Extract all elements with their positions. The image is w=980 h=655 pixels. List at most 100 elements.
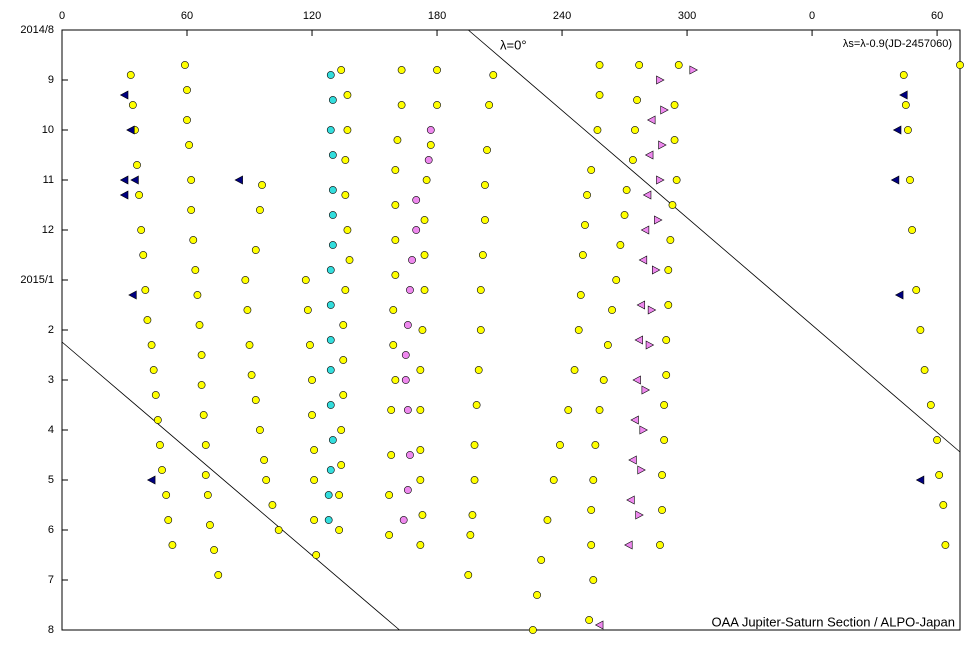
data-point xyxy=(168,541,177,549)
data-point xyxy=(251,396,260,404)
data-point xyxy=(616,241,625,249)
data-point xyxy=(474,366,483,374)
data-point xyxy=(256,206,264,214)
data-point xyxy=(594,620,604,630)
data-point xyxy=(603,341,612,349)
data-point xyxy=(578,251,587,259)
data-point xyxy=(391,236,400,244)
data-point xyxy=(912,286,921,294)
data-point xyxy=(403,486,412,494)
data-point xyxy=(119,190,129,200)
data-point xyxy=(654,215,663,225)
data-point xyxy=(599,376,608,384)
data-point xyxy=(587,166,596,174)
data-point xyxy=(574,326,583,334)
data-point xyxy=(668,201,677,209)
data-point xyxy=(564,406,573,414)
data-point xyxy=(156,441,164,449)
data-point xyxy=(933,436,941,444)
data-point xyxy=(908,226,916,234)
data-point xyxy=(585,616,594,624)
data-point xyxy=(308,376,316,384)
data-point xyxy=(137,226,146,234)
data-point xyxy=(915,475,925,485)
x-tick-label: 180 xyxy=(428,10,446,22)
data-point xyxy=(151,391,160,399)
data-point xyxy=(647,305,657,315)
data-point xyxy=(935,471,944,479)
data-point xyxy=(214,571,223,579)
data-point xyxy=(146,475,156,485)
formula-annotation: λs=λ-0.9(JD-2457060) xyxy=(843,38,952,50)
data-point xyxy=(899,71,908,79)
y-tick-label: 4 xyxy=(48,424,54,436)
data-point xyxy=(133,161,141,169)
data-point xyxy=(210,546,218,554)
data-point xyxy=(662,371,671,379)
data-point xyxy=(556,441,564,449)
data-point xyxy=(262,476,271,484)
data-point xyxy=(689,65,698,75)
data-point xyxy=(268,501,277,509)
data-point xyxy=(894,290,904,300)
data-point xyxy=(191,266,200,274)
data-point xyxy=(416,366,425,374)
data-point xyxy=(328,151,337,159)
reference-line xyxy=(468,29,961,453)
data-point xyxy=(670,101,679,109)
data-point xyxy=(343,126,352,134)
data-point xyxy=(489,71,498,79)
data-point xyxy=(341,286,350,294)
data-point xyxy=(197,381,206,389)
data-point xyxy=(403,406,412,414)
data-point xyxy=(468,511,477,519)
data-point xyxy=(622,186,631,194)
data-point xyxy=(901,101,910,109)
data-point xyxy=(420,216,429,224)
data-point xyxy=(181,61,189,69)
data-point xyxy=(335,491,344,499)
data-point xyxy=(126,125,135,135)
data-point xyxy=(153,416,162,424)
data-point xyxy=(656,541,664,549)
data-point xyxy=(412,196,421,204)
data-point xyxy=(412,226,421,234)
y-tick-label: 3 xyxy=(48,374,54,386)
data-point xyxy=(528,626,537,634)
data-point xyxy=(187,176,196,184)
data-point xyxy=(433,66,441,74)
data-point xyxy=(636,300,646,310)
data-point xyxy=(581,221,589,229)
data-point xyxy=(595,61,604,69)
data-point xyxy=(128,290,137,300)
data-point xyxy=(328,96,337,104)
data-point xyxy=(652,265,661,275)
data-point xyxy=(391,271,400,279)
x-tick-label: 0 xyxy=(809,10,815,22)
data-point xyxy=(664,266,673,274)
data-point xyxy=(339,391,348,399)
data-point xyxy=(587,506,596,514)
data-point xyxy=(470,441,479,449)
data-point xyxy=(612,276,621,284)
data-point xyxy=(328,186,337,194)
data-point xyxy=(326,266,335,274)
data-point xyxy=(424,156,433,164)
data-point xyxy=(956,61,964,69)
data-point xyxy=(185,141,193,149)
data-point xyxy=(326,336,335,344)
data-point xyxy=(647,115,656,125)
data-point xyxy=(941,541,950,549)
data-point xyxy=(593,126,602,134)
data-point xyxy=(141,286,150,294)
data-point xyxy=(391,376,400,384)
data-point xyxy=(640,225,650,235)
data-point xyxy=(583,191,591,199)
data-point xyxy=(135,191,143,199)
data-point xyxy=(324,491,333,499)
data-point xyxy=(906,176,914,184)
data-point xyxy=(587,541,596,549)
data-point xyxy=(570,366,579,374)
x-tick-label: 60 xyxy=(931,10,943,22)
x-tick-label: 120 xyxy=(303,10,321,22)
